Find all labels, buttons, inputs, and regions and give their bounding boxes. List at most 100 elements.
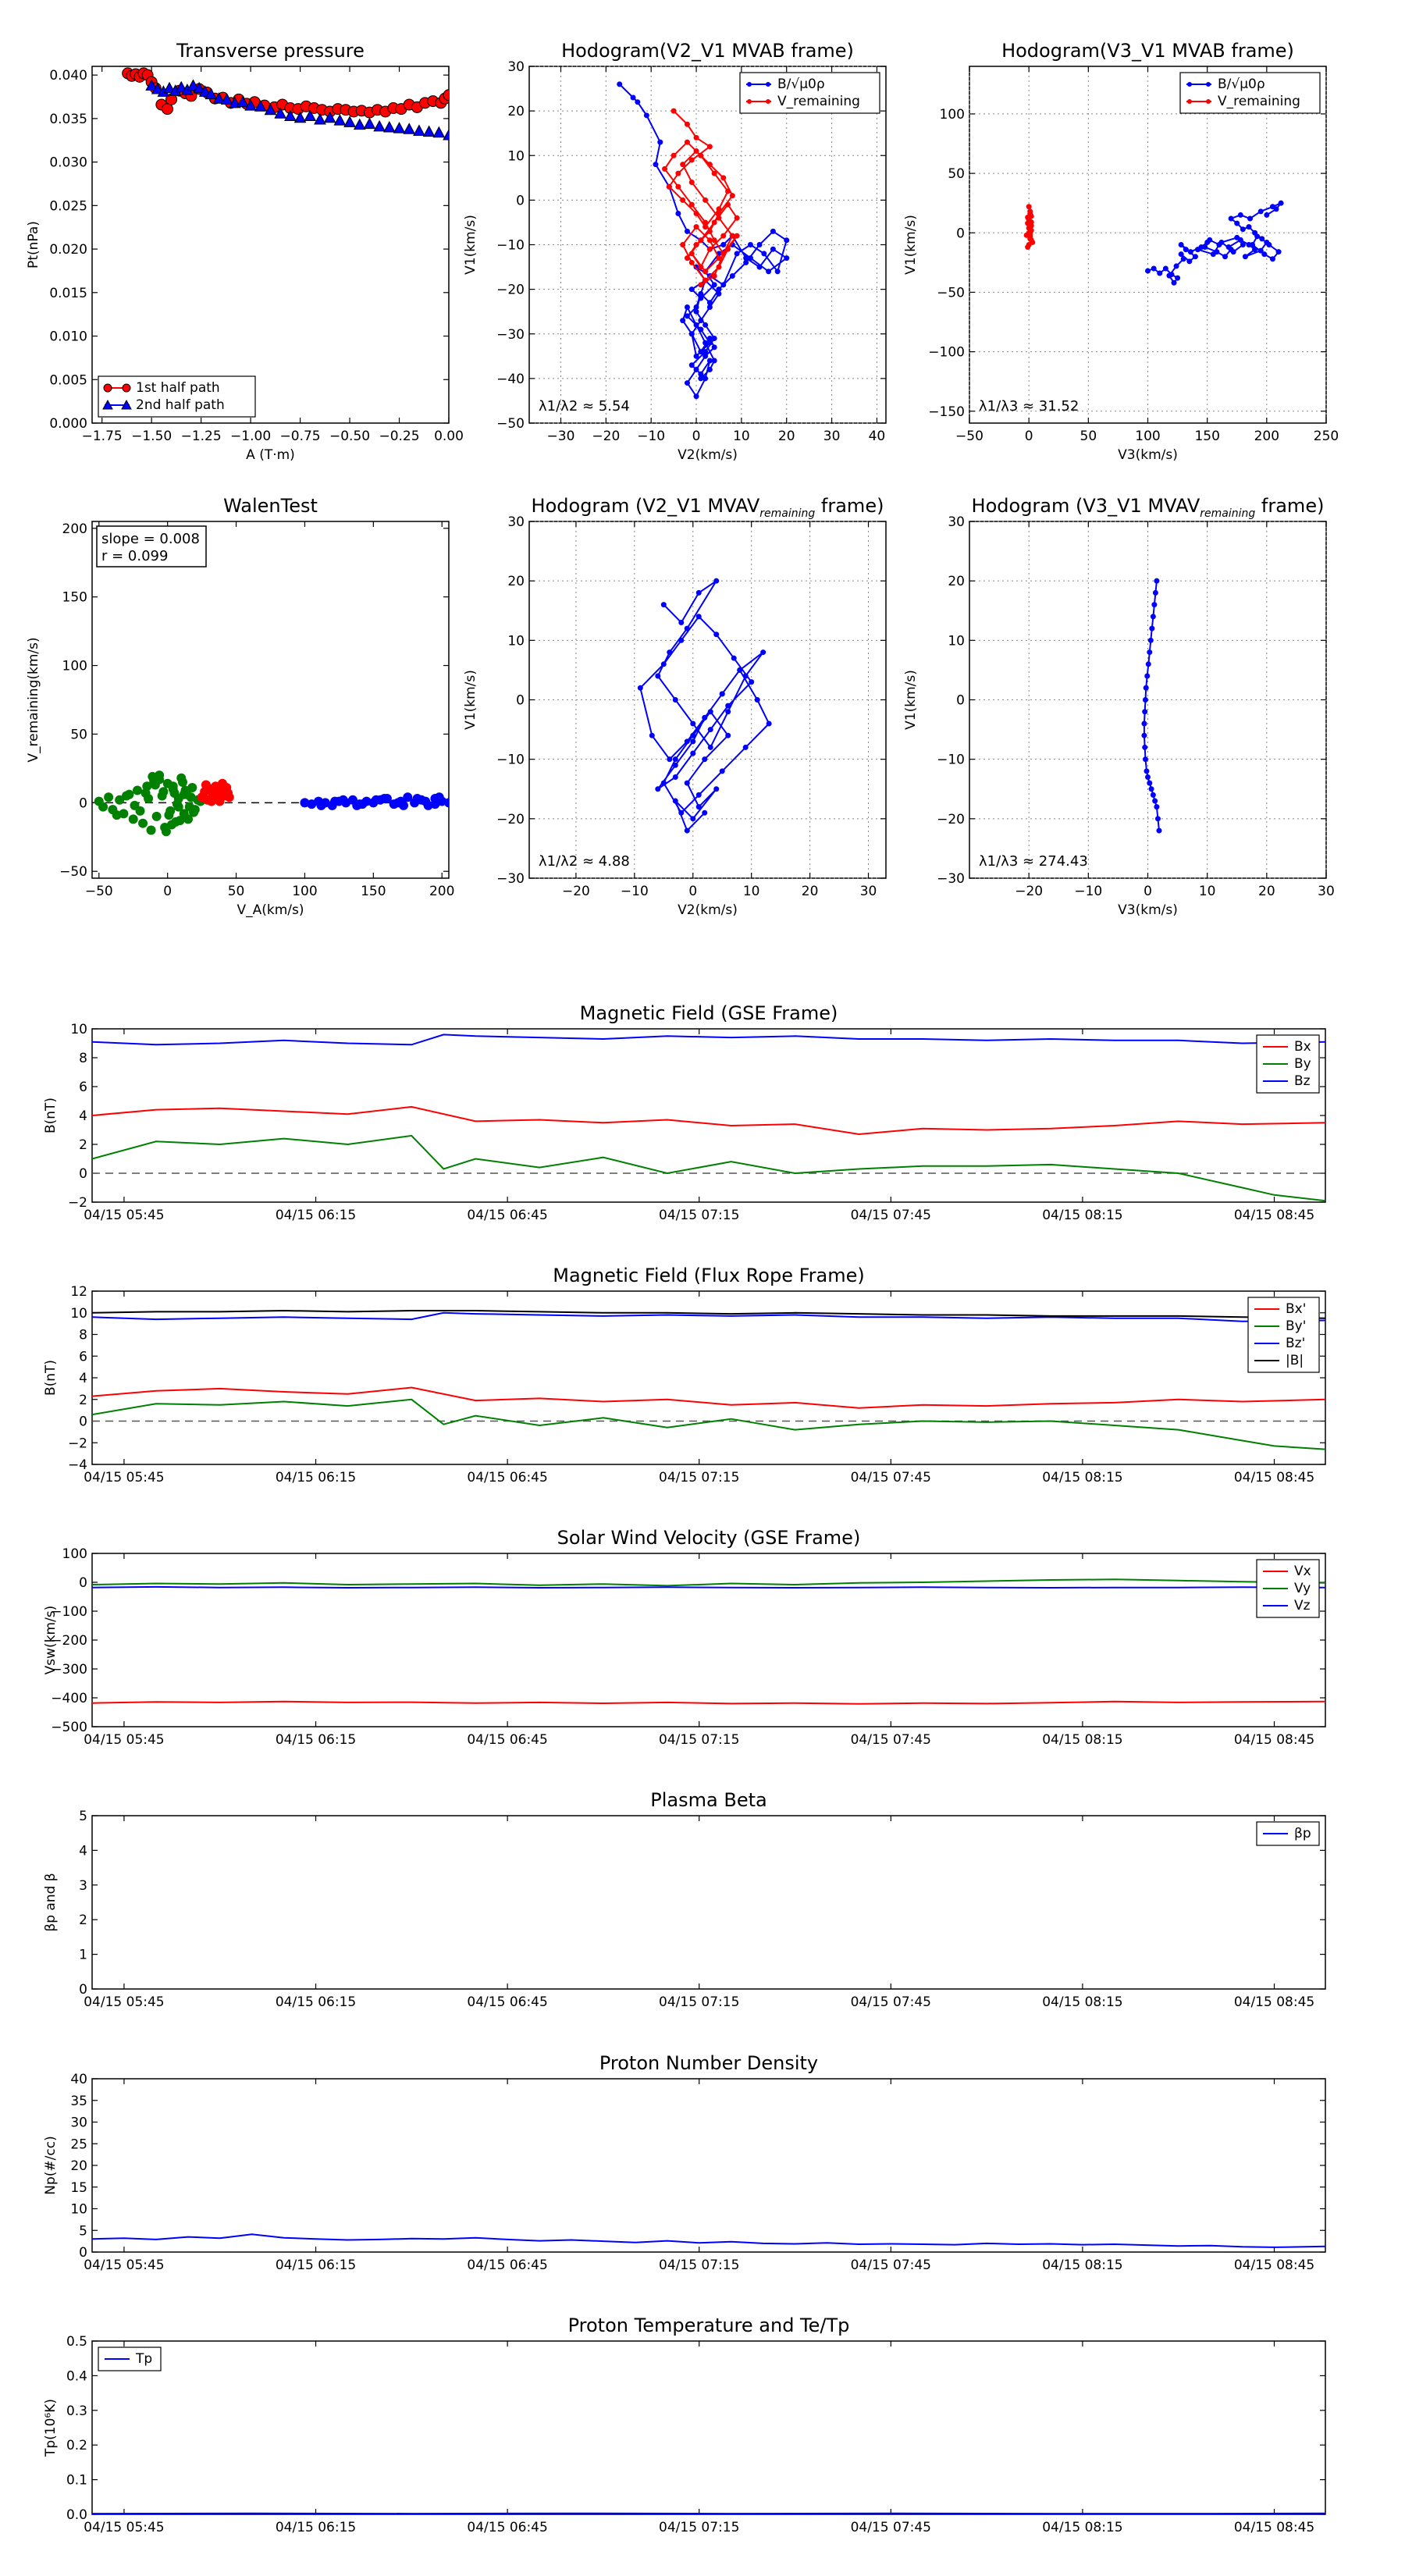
annotation-text: slope = 0.008 xyxy=(101,531,200,547)
data-point xyxy=(432,126,446,138)
legend-box xyxy=(739,72,880,114)
y-tick-label: 100 xyxy=(62,659,87,674)
x-axis-label: A (T·m) xyxy=(246,447,295,463)
y-tick-label: 12 xyxy=(70,1284,87,1300)
y-tick-label: 0.025 xyxy=(49,198,87,214)
y-tick-label: 4 xyxy=(79,1843,87,1859)
data-point xyxy=(729,193,735,199)
x-tick-label: 0 xyxy=(163,884,172,899)
data-point xyxy=(1142,756,1148,763)
y-tick-label: 1 xyxy=(79,1948,87,1963)
data-point xyxy=(742,673,749,679)
y-tick-label: 0 xyxy=(956,693,965,709)
x-tick-label: 04/15 06:45 xyxy=(467,2258,547,2273)
data-point xyxy=(655,786,661,792)
data-point xyxy=(702,322,709,328)
data-point xyxy=(1178,251,1184,258)
data-point xyxy=(1141,720,1147,727)
data-point xyxy=(98,802,108,812)
data-point xyxy=(695,614,702,620)
data-point xyxy=(403,123,416,134)
data-point xyxy=(690,750,696,756)
data-point xyxy=(264,103,277,116)
x-tick-label: −10 xyxy=(1074,884,1102,899)
x-tick-label: 150 xyxy=(1194,429,1219,444)
data-point xyxy=(1228,215,1234,222)
annotation-text: λ1/λ3 ≈ 31.52 xyxy=(979,398,1079,415)
y-tick-label: −300 xyxy=(51,1662,87,1678)
legend: B/√μ0ρ V_remaining xyxy=(1179,72,1321,114)
data-point xyxy=(1166,272,1172,279)
plot-area xyxy=(617,81,790,400)
plot-frame xyxy=(91,1553,1326,1727)
y-tick-label: 10 xyxy=(507,633,525,649)
data-point xyxy=(161,827,171,837)
legend-marker xyxy=(747,82,752,87)
data-point xyxy=(698,326,704,333)
y-tick-label: 10 xyxy=(70,1306,87,1322)
data-point xyxy=(688,157,695,163)
legend-label: |B| xyxy=(1286,1353,1304,1368)
data-point xyxy=(1144,673,1151,679)
legend-label: Tp xyxy=(135,2351,152,2367)
y-tick-label: −20 xyxy=(937,812,965,827)
data-point xyxy=(670,108,677,114)
x-tick-label: −1.75 xyxy=(82,429,123,444)
data-point xyxy=(323,111,336,123)
data-point xyxy=(702,714,708,720)
x-tick-label: 04/15 07:45 xyxy=(851,2258,931,2273)
x-tick-label: 04/15 06:15 xyxy=(276,1470,356,1485)
x-tick-label: 20 xyxy=(778,429,795,444)
chart-title: Proton Temperature and Te/Tp xyxy=(568,2314,850,2336)
data-point xyxy=(760,649,767,656)
x-tick-label: 04/15 08:45 xyxy=(1234,1732,1314,1748)
data-point xyxy=(672,798,678,804)
x-tick-label: 200 xyxy=(429,884,454,899)
y-tick-label: 2 xyxy=(79,1393,87,1408)
data-point xyxy=(1171,279,1177,286)
x-tick-label: 0 xyxy=(692,429,701,444)
y-tick-label: 0 xyxy=(79,1414,87,1430)
chart-title: Transverse pressure xyxy=(176,40,365,62)
x-tick-label: 0.00 xyxy=(434,429,464,444)
data-point xyxy=(706,237,713,244)
data-point xyxy=(684,139,690,145)
data-point xyxy=(284,109,297,122)
data-point xyxy=(698,371,704,377)
data-point xyxy=(1026,215,1032,222)
data-point xyxy=(720,175,727,181)
legend-marker xyxy=(103,383,112,393)
data-point xyxy=(1143,685,1149,691)
legend-marker xyxy=(102,399,113,410)
data-point xyxy=(1242,254,1248,260)
data-point xyxy=(1141,732,1147,738)
series xyxy=(1141,578,1162,834)
data-point xyxy=(706,340,713,346)
y-tick-label: −10 xyxy=(496,238,525,254)
data-point xyxy=(1151,602,1158,608)
data-point xyxy=(1264,212,1270,218)
data-point xyxy=(716,215,722,221)
annotation-text: λ1/λ3 ≈ 274.43 xyxy=(979,853,1088,870)
x-tick-label: −20 xyxy=(562,884,590,899)
x-tick-label: 04/15 06:15 xyxy=(276,1994,356,2010)
y-tick-label: 10 xyxy=(948,633,965,649)
data-point xyxy=(784,237,790,244)
x-axis-label: V3(km/s) xyxy=(1118,447,1178,463)
data-point xyxy=(698,264,704,270)
legend: Vx Vy Vz xyxy=(1256,1559,1320,1618)
y-tick-label: 4 xyxy=(79,1108,87,1124)
data-point xyxy=(1214,249,1220,255)
legend-label: Bz' xyxy=(1286,1336,1305,1351)
plot-frame xyxy=(91,1028,1326,1203)
data-point xyxy=(1180,256,1186,262)
x-tick-label: 04/15 08:15 xyxy=(1042,2258,1122,2273)
y-tick-label: 3 xyxy=(79,1878,87,1894)
series-line xyxy=(92,1309,1325,1319)
y-tick-label: −50 xyxy=(937,285,965,301)
x-tick-label: 04/15 07:45 xyxy=(851,1732,931,1748)
data-point xyxy=(1175,275,1181,281)
y-tick-label: 0.035 xyxy=(49,112,87,127)
data-point xyxy=(702,353,709,359)
